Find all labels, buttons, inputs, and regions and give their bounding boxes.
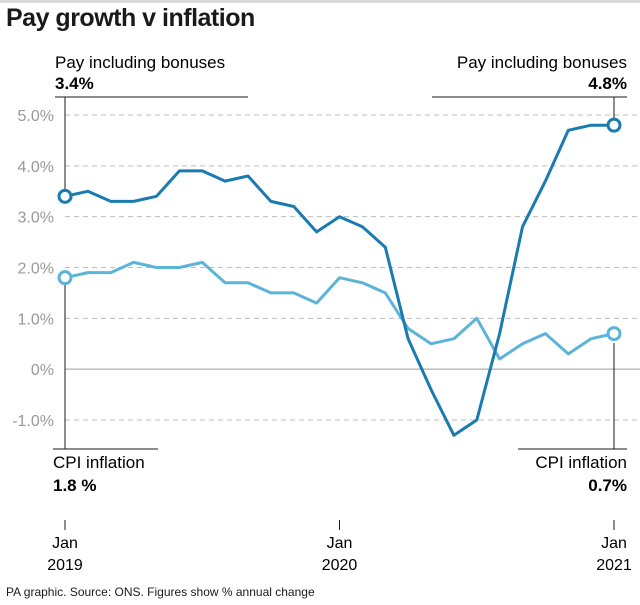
cpi-end-label: CPI inflation xyxy=(535,453,627,472)
cpi-start-value: 1.8 % xyxy=(53,476,96,495)
endpoint-markers xyxy=(57,117,622,342)
pay-end-marker xyxy=(606,117,622,133)
cpi-series-line xyxy=(63,260,616,361)
y-tick-label: 1.0% xyxy=(18,311,54,328)
x-tick-month: Jan xyxy=(52,535,78,552)
y-tick-label: 3.0% xyxy=(18,210,54,227)
pay-start-marker xyxy=(57,188,73,204)
pay-start-value: 3.4% xyxy=(55,74,94,93)
y-tick-label: 5.0% xyxy=(18,108,54,125)
grid-layer xyxy=(65,114,640,421)
y-tick-label: 4.0% xyxy=(18,159,54,176)
title-rule xyxy=(0,0,640,3)
y-tick-label: 2.0% xyxy=(18,261,54,278)
cpi-start-marker xyxy=(57,270,73,286)
cpi-end-value: 0.7% xyxy=(588,476,627,495)
chart-title: Pay growth v inflation xyxy=(6,4,255,32)
x-tick-year: 2020 xyxy=(322,557,358,574)
pay-end-value: 4.8% xyxy=(588,74,627,93)
x-tick-year: 2019 xyxy=(47,557,83,574)
y-tick-label: -1.0% xyxy=(12,413,54,430)
line-chart: 5.0% 4.0% 3.0% 2.0% 1.0% 0% -1.0% Pay includin… xyxy=(12,53,640,574)
pay-start-label: Pay including bonuses xyxy=(55,53,225,72)
series-layer xyxy=(63,123,616,437)
y-tick-label: 0% xyxy=(31,362,54,379)
pay-series-line xyxy=(63,123,616,437)
x-tick-month: Jan xyxy=(601,535,627,552)
guide-layer xyxy=(53,96,627,450)
footer-source: PA graphic. Source: ONS. Figures show % … xyxy=(6,585,315,599)
cpi-end-marker xyxy=(606,326,622,342)
x-axis-ticks: Jan 2019 Jan 2020 Jan 2021 xyxy=(47,520,632,574)
y-axis-ticks: 5.0% 4.0% 3.0% 2.0% 1.0% 0% -1.0% xyxy=(12,108,54,430)
cpi-start-label: CPI inflation xyxy=(53,453,145,472)
pay-end-label: Pay including bonuses xyxy=(457,53,627,72)
x-tick-year: 2021 xyxy=(596,557,632,574)
x-tick-month: Jan xyxy=(327,535,353,552)
